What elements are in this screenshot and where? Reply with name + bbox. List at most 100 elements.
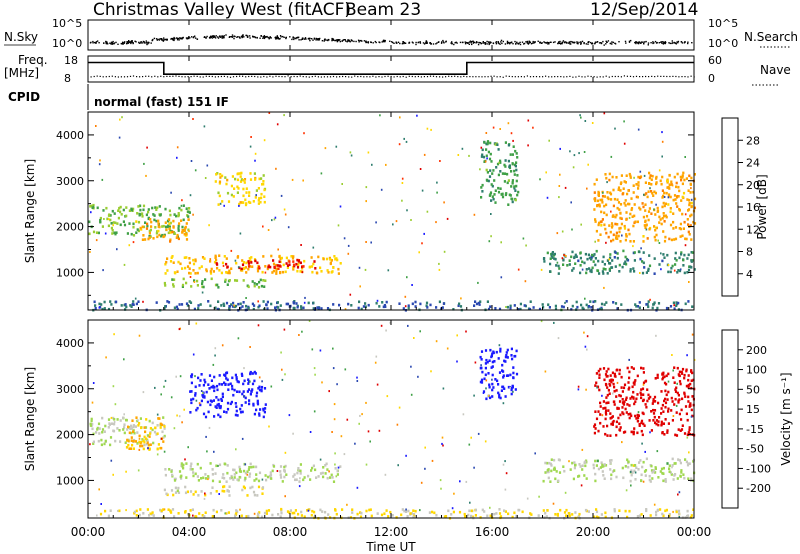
heatmap-cell <box>224 374 227 377</box>
heatmap-cell <box>611 259 614 262</box>
nave-dot <box>578 75 580 77</box>
nave-dot <box>108 75 110 78</box>
heatmap-cell <box>209 403 212 407</box>
heatmap-noise-cell <box>219 202 222 205</box>
nave-dot <box>293 75 295 78</box>
nave-dot <box>117 76 119 78</box>
heatmap-noise-cell <box>249 346 251 348</box>
nsky-dot <box>436 42 438 44</box>
nave-dot <box>611 75 613 78</box>
nsky-dot <box>453 43 455 46</box>
heatmap-cell <box>670 409 673 412</box>
heatmap-noise-cell <box>187 446 189 449</box>
heatmap-noise-cell <box>462 413 465 416</box>
heatmap-cell <box>320 307 323 310</box>
nsky-dot <box>156 39 158 41</box>
heatmap-cell <box>185 462 188 465</box>
heatmap-cell <box>602 425 605 428</box>
nsky-dot <box>337 39 339 41</box>
heatmap-cell <box>223 485 226 488</box>
heatmap-cell <box>679 474 682 478</box>
heatmap-noise-cell <box>486 157 488 160</box>
heatmap-cell <box>577 514 580 518</box>
heatmap-cell <box>642 205 645 209</box>
heatmap-noise-cell <box>298 485 301 488</box>
heatmap-cell <box>200 490 203 493</box>
heatmap-cell <box>610 380 613 384</box>
heatmap-noise-cell <box>257 300 259 303</box>
heatmap-cell <box>666 431 669 434</box>
heatmap-cell <box>673 403 676 406</box>
heatmap-cell <box>104 509 107 513</box>
heatmap-noise-cell <box>283 328 286 331</box>
heatmap-cell <box>100 443 103 447</box>
heatmap-cell <box>677 428 680 431</box>
heatmap-cell <box>286 510 290 513</box>
heatmap-cell <box>632 397 635 400</box>
cpid-text: normal (fast) 151 IF <box>94 95 229 109</box>
heatmap-cell <box>197 304 200 307</box>
heatmap-cell <box>620 174 623 177</box>
nsky-dot <box>319 37 321 40</box>
heatmap-noise-cell <box>446 217 449 220</box>
heatmap-cell <box>647 300 650 303</box>
heatmap-cell <box>212 399 215 402</box>
nsky-dot <box>95 41 98 43</box>
heatmap-cell <box>486 141 489 145</box>
heatmap-cell <box>648 207 651 210</box>
heatmap-cell <box>249 462 252 466</box>
heatmap-cell <box>486 360 489 364</box>
heatmap-cell <box>629 479 632 483</box>
heatmap-cell <box>660 423 663 427</box>
heatmap-cell <box>595 381 598 385</box>
heatmap-noise-cell <box>420 481 423 484</box>
nsky-dot <box>336 39 339 41</box>
nsky-dot <box>283 36 285 38</box>
heatmap-cell <box>253 412 256 416</box>
heatmap-noise-cell <box>614 127 616 130</box>
heatmap-cell <box>339 262 342 265</box>
heatmap-cell <box>247 468 250 471</box>
nsky-dot <box>121 43 123 45</box>
heatmap-noise-cell <box>441 442 443 445</box>
heatmap-cell <box>151 511 154 514</box>
heatmap-cell <box>279 476 283 479</box>
heatmap-cell <box>669 207 672 210</box>
heatmap-noise-cell <box>375 355 378 358</box>
nave-dot <box>114 76 116 78</box>
heatmap-cell <box>662 201 665 205</box>
heatmap-cell <box>610 416 613 419</box>
heatmap-cell <box>198 512 201 515</box>
heatmap-cell <box>252 490 256 494</box>
nsky-dot <box>351 40 353 42</box>
nsky-dot <box>313 37 316 39</box>
nave-dot <box>460 76 462 78</box>
heatmap-cell <box>550 254 553 258</box>
heatmap-noise-cell <box>96 514 98 517</box>
heatmap-noise-cell <box>253 512 256 515</box>
heatmap-cell <box>218 180 222 184</box>
heatmap-cell <box>497 148 500 151</box>
heatmap-cell <box>619 203 623 206</box>
heatmap-cell <box>510 185 513 188</box>
nave-dot <box>575 76 577 78</box>
nsky-dot <box>628 41 631 43</box>
heatmap-noise-cell <box>311 348 314 351</box>
nsky-dot <box>442 41 445 43</box>
nsky-dot <box>295 37 297 40</box>
heatmap-cell <box>596 459 599 463</box>
heatmap-cell <box>220 304 223 307</box>
heatmap-cell <box>263 387 267 390</box>
heatmap-noise-cell <box>205 435 207 438</box>
heatmap-cell <box>164 305 167 308</box>
heatmap-cell <box>675 202 678 205</box>
heatmap-noise-cell <box>349 151 352 154</box>
heatmap-cell <box>662 422 665 425</box>
heatmap-noise-cell <box>438 262 440 265</box>
nsky-dot <box>596 41 599 43</box>
heatmap-noise-cell <box>137 469 140 472</box>
heatmap-cell <box>678 412 681 416</box>
heatmap-cell <box>549 462 553 466</box>
heatmap-cell <box>681 174 684 177</box>
heatmap-noise-cell <box>344 368 347 371</box>
